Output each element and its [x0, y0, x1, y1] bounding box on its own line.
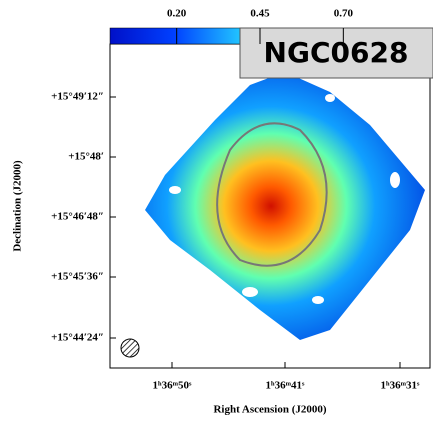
title: NGC0628: [264, 36, 409, 69]
beam: [121, 339, 139, 357]
x-tick-label: 1ʰ36ᵐ31ˢ: [381, 380, 420, 392]
y-axis-label: Declination (J2000): [12, 160, 24, 252]
x-tick-label: 1ʰ36ᵐ41ˢ: [266, 380, 305, 392]
y-tick-label: +15°44′24″: [51, 332, 104, 344]
x-tick-label: 1ʰ36ᵐ50ˢ: [153, 380, 192, 392]
colorbar-tick-label: 0.45: [250, 8, 270, 20]
figure: NGC0628 Right Ascension (J2000) Declinat…: [0, 0, 433, 422]
colorbar-tick-label: 0.20: [167, 8, 187, 20]
y-tick-label: +15°46′48″: [51, 211, 104, 223]
y-tick-label: +15°45′36″: [51, 271, 104, 283]
y-tick-label: +15°49′12″: [51, 91, 104, 103]
y-tick-label: +15°48′: [68, 151, 104, 163]
x-axis-label: Right Ascension (J2000): [213, 404, 326, 416]
colorbar-tick-label: 0.70: [334, 8, 354, 20]
